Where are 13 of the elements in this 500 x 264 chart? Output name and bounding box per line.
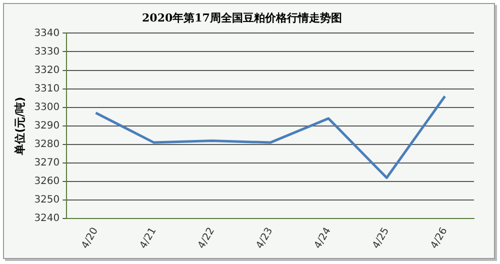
y-tick-label: 3320 (34, 64, 60, 76)
y-tick-label: 3300 (34, 102, 60, 113)
y-tick-label: 3330 (34, 46, 60, 58)
chart-title: 2020年第17周全国豆粕价格行情走势图 (142, 11, 342, 24)
y-tick-label: 3310 (34, 83, 60, 94)
y-tick-label: 3280 (34, 139, 60, 150)
y-tick-label: 3340 (34, 28, 60, 39)
y-tick-label: 3260 (34, 176, 60, 188)
y-tick-label: 3270 (34, 158, 60, 169)
y-tick-label: 3240 (34, 213, 60, 224)
y-tick-label: 3290 (34, 120, 60, 132)
y-tick-label: 3250 (34, 194, 60, 206)
y-axis-title: 单位(元/吨) (13, 96, 26, 156)
